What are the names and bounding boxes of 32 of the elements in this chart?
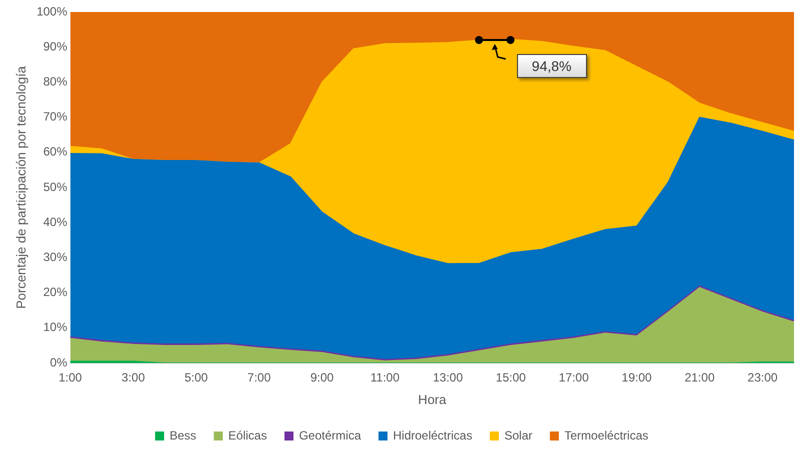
y-tick-label: 80% [43, 74, 68, 89]
legend-label: Solar [504, 428, 532, 442]
x-tick-label: 1:00 [58, 370, 82, 385]
y-axis-title: Porcentaje de participación por tecnología [13, 65, 28, 309]
y-tick-label: 0% [50, 355, 68, 370]
legend-label: Geotérmica [298, 428, 362, 442]
y-tick-label: 40% [43, 214, 68, 229]
x-tick-label: 11:00 [370, 370, 400, 385]
y-tick-label: 20% [43, 285, 68, 300]
y-tick-label: 10% [43, 320, 68, 334]
annotation: 94,8% [516, 54, 586, 78]
x-tick-label: 21:00 [684, 370, 715, 385]
x-tick-label: 15:00 [496, 370, 526, 385]
x-axis-title: Hora [418, 392, 447, 407]
x-tick-label: 17:00 [558, 370, 590, 385]
x-tick-label: 23:00 [748, 370, 778, 385]
y-tick-label: 50% [43, 180, 68, 194]
y-tick-label: 100% [36, 4, 68, 18]
x-tick-label: 19:00 [622, 370, 652, 385]
x-tick-label: 9:00 [310, 370, 334, 385]
legend-label: Eólicas [228, 428, 267, 442]
y-tick-label: 60% [43, 144, 68, 159]
y-tick-label: 30% [43, 250, 68, 264]
legend-label: Hidroeléctricas [392, 428, 472, 442]
y-tick-label: 90% [43, 39, 68, 54]
x-tick-label: 7:00 [247, 370, 272, 385]
x-tick-label: 5:00 [184, 370, 208, 385]
legend-label: Bess [170, 428, 196, 442]
legend-label: Termoeléctricas [564, 428, 648, 442]
x-tick-label: 3:00 [122, 370, 146, 385]
x-tick-label: 13:00 [432, 370, 464, 385]
y-tick-label: 70% [43, 110, 68, 124]
